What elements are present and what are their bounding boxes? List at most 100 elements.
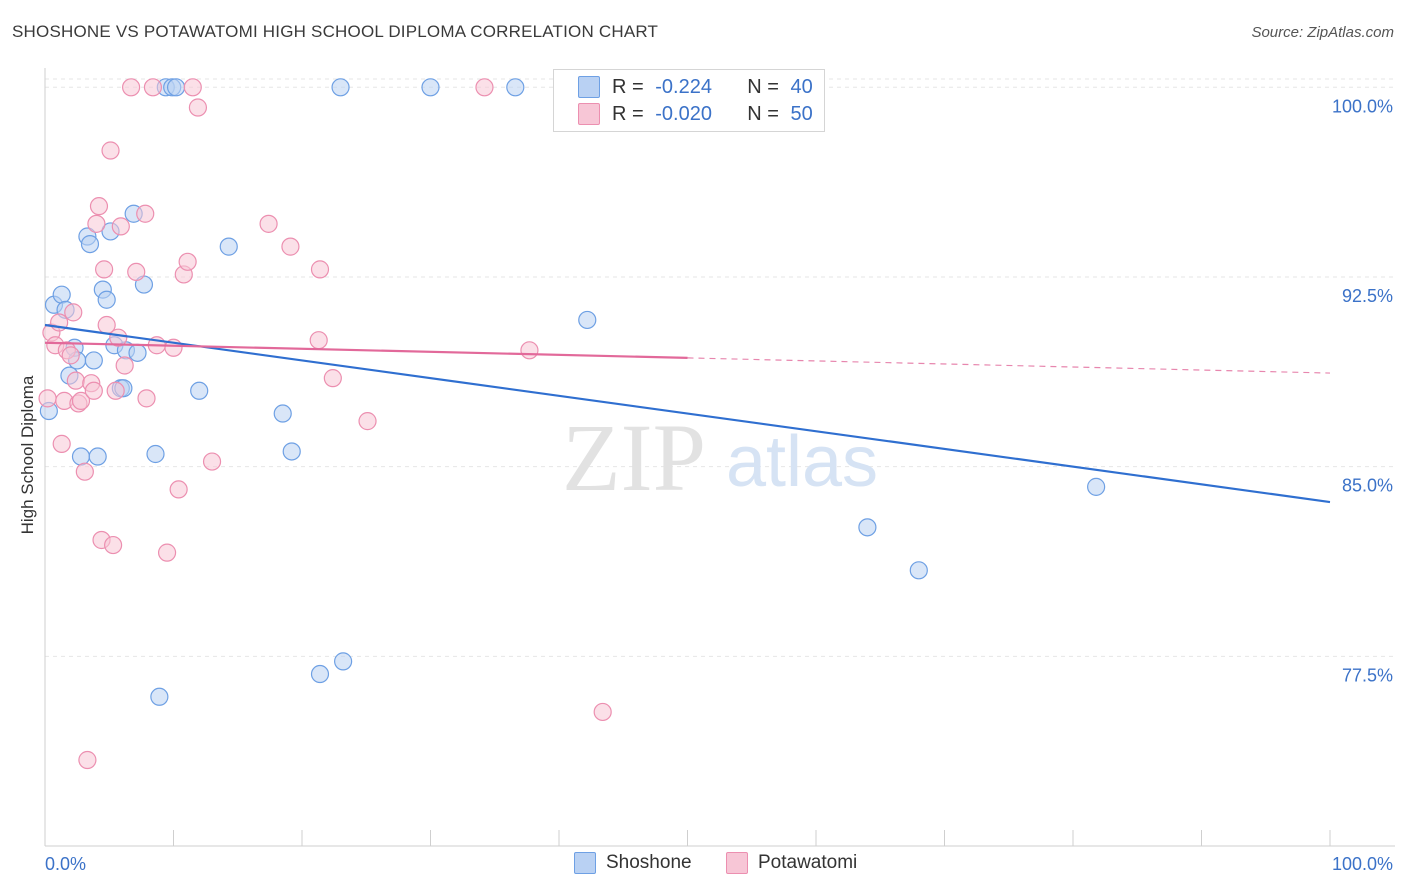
stats-legend: R = -0.224 N = 40 R = -0.020 N = 50 bbox=[553, 69, 825, 132]
legend-row-potawatomi: R = -0.020 N = 50 bbox=[578, 102, 813, 126]
shoshone-point bbox=[310, 664, 330, 684]
shoshone-point bbox=[578, 310, 597, 330]
potawatomi-points bbox=[38, 78, 612, 770]
y-tick-label: 85.0% bbox=[1342, 476, 1393, 496]
potawatomi-point bbox=[520, 341, 539, 360]
potawatomi-point bbox=[71, 391, 91, 410]
legend-n-label: N = bbox=[747, 102, 779, 125]
potawatomi-point bbox=[104, 535, 123, 555]
legend-n-value: 50 bbox=[790, 102, 813, 125]
potawatomi-point bbox=[188, 98, 208, 117]
legend-r-label: R = bbox=[612, 75, 644, 98]
source-credit: Source: ZipAtlas.com bbox=[1251, 24, 1394, 41]
bottom-legend-swatch-potawatomi bbox=[726, 852, 748, 874]
potawatomi-point bbox=[64, 303, 83, 322]
watermark: ZIP atlas bbox=[562, 404, 878, 511]
shoshone-points bbox=[39, 78, 1106, 706]
x-tick-label-min: 0.0% bbox=[45, 854, 86, 874]
y-tick-label: 77.5% bbox=[1342, 665, 1393, 685]
potawatomi-point bbox=[78, 750, 97, 770]
legend-n-value: 40 bbox=[790, 75, 813, 98]
shoshone-point bbox=[71, 447, 91, 466]
shoshone-point bbox=[97, 290, 116, 309]
y-tick-label: 100.0% bbox=[1332, 96, 1393, 116]
tick-labels: 100.0% 92.5% 85.0% 77.5% 0.0% 100.0% bbox=[45, 96, 1393, 874]
shoshone-point bbox=[331, 78, 350, 97]
potawatomi-point bbox=[136, 204, 155, 223]
potawatomi-point bbox=[137, 389, 156, 408]
potawatomi-point bbox=[115, 356, 134, 375]
potawatomi-point bbox=[38, 389, 57, 408]
potawatomi-point bbox=[121, 78, 141, 97]
potawatomi-trend-line-extension bbox=[687, 357, 1331, 374]
y-tick-label: 92.5% bbox=[1342, 286, 1393, 306]
potawatomi-point bbox=[183, 78, 202, 97]
potawatomi-point bbox=[358, 412, 377, 431]
potawatomi-point bbox=[84, 381, 103, 400]
shoshone-point bbox=[88, 447, 107, 466]
legend-n-label: N = bbox=[747, 75, 779, 98]
shoshone-point bbox=[190, 381, 209, 400]
shoshone-trend-line bbox=[44, 323, 1331, 504]
shoshone-point bbox=[128, 343, 147, 362]
axes bbox=[44, 68, 1395, 847]
shoshone-point bbox=[282, 442, 301, 461]
potawatomi-point bbox=[309, 331, 328, 350]
shoshone-point bbox=[909, 561, 928, 580]
shoshone-point bbox=[150, 687, 169, 706]
bottom-legend-swatch-shoshone bbox=[574, 852, 596, 874]
legend-row-shoshone: R = -0.224 N = 40 bbox=[578, 75, 813, 99]
potawatomi-point bbox=[106, 381, 125, 400]
potawatomi-trend-line bbox=[44, 341, 688, 359]
shoshone-point bbox=[52, 285, 71, 304]
bottom-legend-potawatomi: Potawatomi bbox=[726, 852, 857, 874]
potawatomi-point bbox=[101, 141, 120, 160]
bottom-legend-label-potawatomi: Potawatomi bbox=[758, 852, 858, 873]
potawatomi-point bbox=[127, 262, 146, 282]
potawatomi-point bbox=[202, 452, 222, 471]
potawatomi-point bbox=[593, 702, 612, 722]
bottom-legend-shoshone: Shoshone bbox=[574, 852, 692, 874]
potawatomi-point bbox=[178, 252, 197, 271]
potawatomi-point bbox=[95, 260, 114, 279]
shoshone-point bbox=[506, 78, 525, 97]
potawatomi-point bbox=[310, 260, 330, 279]
bottom-legend-label-shoshone: Shoshone bbox=[606, 852, 692, 873]
shoshone-point bbox=[273, 404, 292, 423]
potawatomi-point bbox=[52, 434, 71, 453]
potawatomi-point bbox=[75, 462, 94, 481]
potawatomi-point bbox=[87, 214, 106, 233]
legend-r-label: R = bbox=[612, 102, 644, 125]
potawatomi-point bbox=[111, 217, 130, 236]
legend-r-value: -0.020 bbox=[655, 102, 712, 125]
chart-title: SHOSHONE VS POTAWATOMI HIGH SCHOOL DIPLO… bbox=[12, 22, 659, 41]
shoshone-point bbox=[421, 78, 440, 97]
legend-swatch-shoshone bbox=[578, 76, 600, 98]
potawatomi-point bbox=[475, 78, 494, 97]
shoshone-point bbox=[146, 444, 165, 464]
potawatomi-point bbox=[169, 480, 188, 499]
trend-lines bbox=[44, 323, 1331, 504]
shoshone-point bbox=[80, 234, 100, 254]
potawatomi-point bbox=[157, 543, 177, 562]
potawatomi-point bbox=[66, 371, 85, 390]
potawatomi-point bbox=[143, 78, 163, 97]
x-tick-label-max: 100.0% bbox=[1332, 854, 1393, 874]
shoshone-point bbox=[219, 237, 238, 256]
potawatomi-point bbox=[281, 237, 300, 256]
shoshone-point bbox=[84, 351, 103, 370]
watermark-atlas: atlas bbox=[726, 422, 878, 502]
potawatomi-point bbox=[259, 214, 278, 233]
potawatomi-point bbox=[89, 197, 109, 216]
potawatomi-point bbox=[61, 346, 80, 365]
legend-r-value: -0.224 bbox=[655, 75, 712, 98]
shoshone-point bbox=[1087, 477, 1106, 496]
potawatomi-point bbox=[323, 369, 342, 388]
shoshone-point bbox=[858, 518, 877, 537]
shoshone-point bbox=[166, 78, 186, 97]
shoshone-point bbox=[334, 652, 353, 671]
legend-swatch-potawatomi bbox=[578, 103, 600, 125]
gridlines bbox=[45, 78, 1395, 657]
watermark-zip: ZIP bbox=[562, 404, 706, 511]
